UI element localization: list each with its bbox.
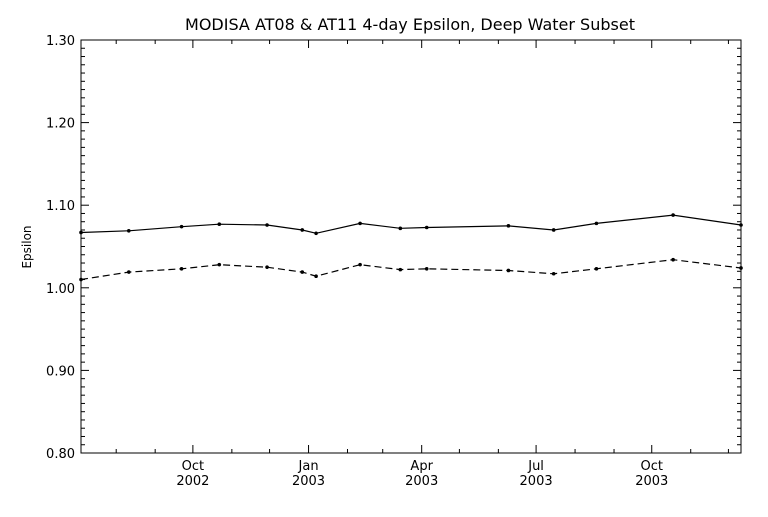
data-point-series-2 — [79, 277, 83, 282]
data-point-series-1 — [217, 222, 222, 226]
data-point-series-2 — [551, 271, 556, 276]
data-point-series-2 — [739, 266, 743, 270]
data-point-series-2 — [126, 270, 131, 274]
axes-layer: 0.800.901.001.101.201.30Oct2002Jan2003Ap… — [46, 34, 741, 489]
x-tick-label-year: 2003 — [520, 474, 553, 489]
x-tick-label-month: Oct — [641, 459, 663, 474]
data-point-series-2 — [358, 262, 362, 267]
data-point-series-2 — [217, 262, 222, 267]
plot-frame — [80, 39, 742, 454]
data-point-series-2 — [594, 267, 599, 271]
y-tick-label: 1.00 — [46, 282, 75, 297]
x-tick-label-month: Apr — [410, 459, 433, 474]
data-point-series-2 — [300, 270, 305, 274]
y-tick-label: 1.10 — [46, 199, 75, 214]
data-point-series-2 — [398, 267, 403, 272]
data-point-series-1 — [126, 229, 131, 233]
data-point-series-1 — [594, 221, 599, 226]
y-axis-label: Epsilon — [20, 225, 34, 268]
data-point-series-2 — [671, 257, 675, 262]
data-point-series-1 — [551, 228, 556, 232]
series-line-1 — [80, 214, 742, 234]
series-line-2 — [80, 259, 742, 281]
series-layer — [79, 213, 743, 282]
y-tick-label: 1.30 — [46, 34, 75, 49]
data-point-series-1 — [671, 213, 675, 217]
x-tick-label-year: 2003 — [635, 474, 668, 489]
chart-title: MODISA AT08 & AT11 4-day Epsilon, Deep W… — [185, 15, 635, 34]
data-point-series-1 — [179, 224, 184, 229]
data-point-series-2 — [179, 267, 184, 271]
data-point-series-1 — [265, 223, 269, 227]
data-point-series-1 — [79, 230, 83, 235]
x-tick-label-month: Jul — [527, 459, 544, 474]
data-point-series-1 — [314, 231, 318, 236]
x-tick-label-year: 2002 — [176, 474, 209, 489]
data-point-series-1 — [358, 221, 362, 226]
data-point-series-2 — [265, 265, 269, 269]
y-tick-label: 1.20 — [46, 117, 75, 132]
data-point-series-2 — [424, 267, 429, 271]
data-point-series-1 — [398, 226, 403, 231]
x-tick-label-month: Jan — [298, 459, 319, 474]
y-tick-label: 0.80 — [46, 447, 75, 462]
data-point-series-1 — [300, 228, 305, 232]
data-point-series-1 — [739, 223, 743, 227]
y-tick-label: 0.90 — [46, 364, 75, 379]
x-tick-label-year: 2003 — [405, 474, 438, 489]
x-tick-label-month: Oct — [182, 459, 204, 474]
data-point-series-2 — [314, 274, 318, 279]
data-point-series-1 — [506, 224, 511, 228]
data-point-series-1 — [424, 225, 429, 230]
x-tick-label-year: 2003 — [292, 474, 325, 489]
data-point-series-2 — [506, 268, 511, 273]
